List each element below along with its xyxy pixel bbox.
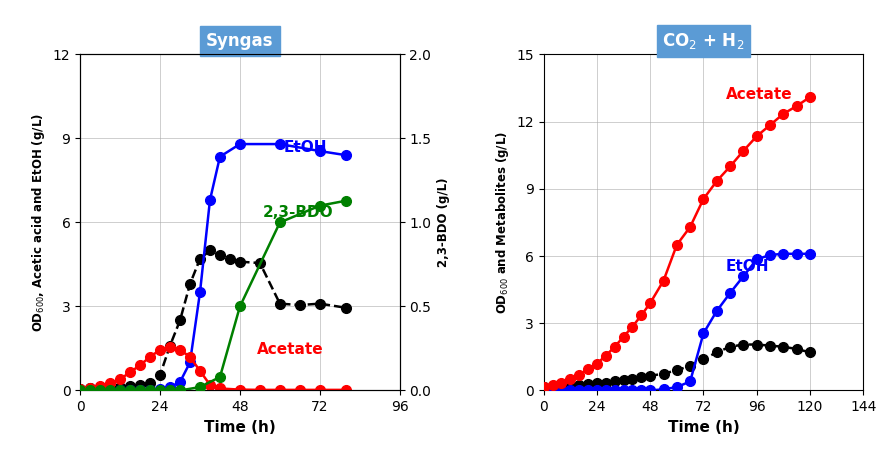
Text: Acetate: Acetate [256, 342, 323, 357]
X-axis label: Time (h): Time (h) [668, 419, 740, 435]
Title: CO$_2$ + H$_2$: CO$_2$ + H$_2$ [662, 31, 745, 51]
Text: 2,3-BDO: 2,3-BDO [263, 205, 334, 220]
Y-axis label: 2,3-BDO (g/L): 2,3-BDO (g/L) [437, 178, 450, 267]
Text: EtOH: EtOH [283, 140, 327, 155]
Y-axis label: OD$_{600}$ and Metabolites (g/L): OD$_{600}$ and Metabolites (g/L) [494, 131, 511, 314]
Text: EtOH: EtOH [725, 259, 769, 274]
Y-axis label: OD$_{600}$, Acetic acid and EtOH (g/L): OD$_{600}$, Acetic acid and EtOH (g/L) [30, 113, 47, 332]
Text: Acetate: Acetate [725, 87, 792, 102]
Title: Syngas: Syngas [206, 32, 274, 50]
X-axis label: Time (h): Time (h) [204, 419, 276, 435]
